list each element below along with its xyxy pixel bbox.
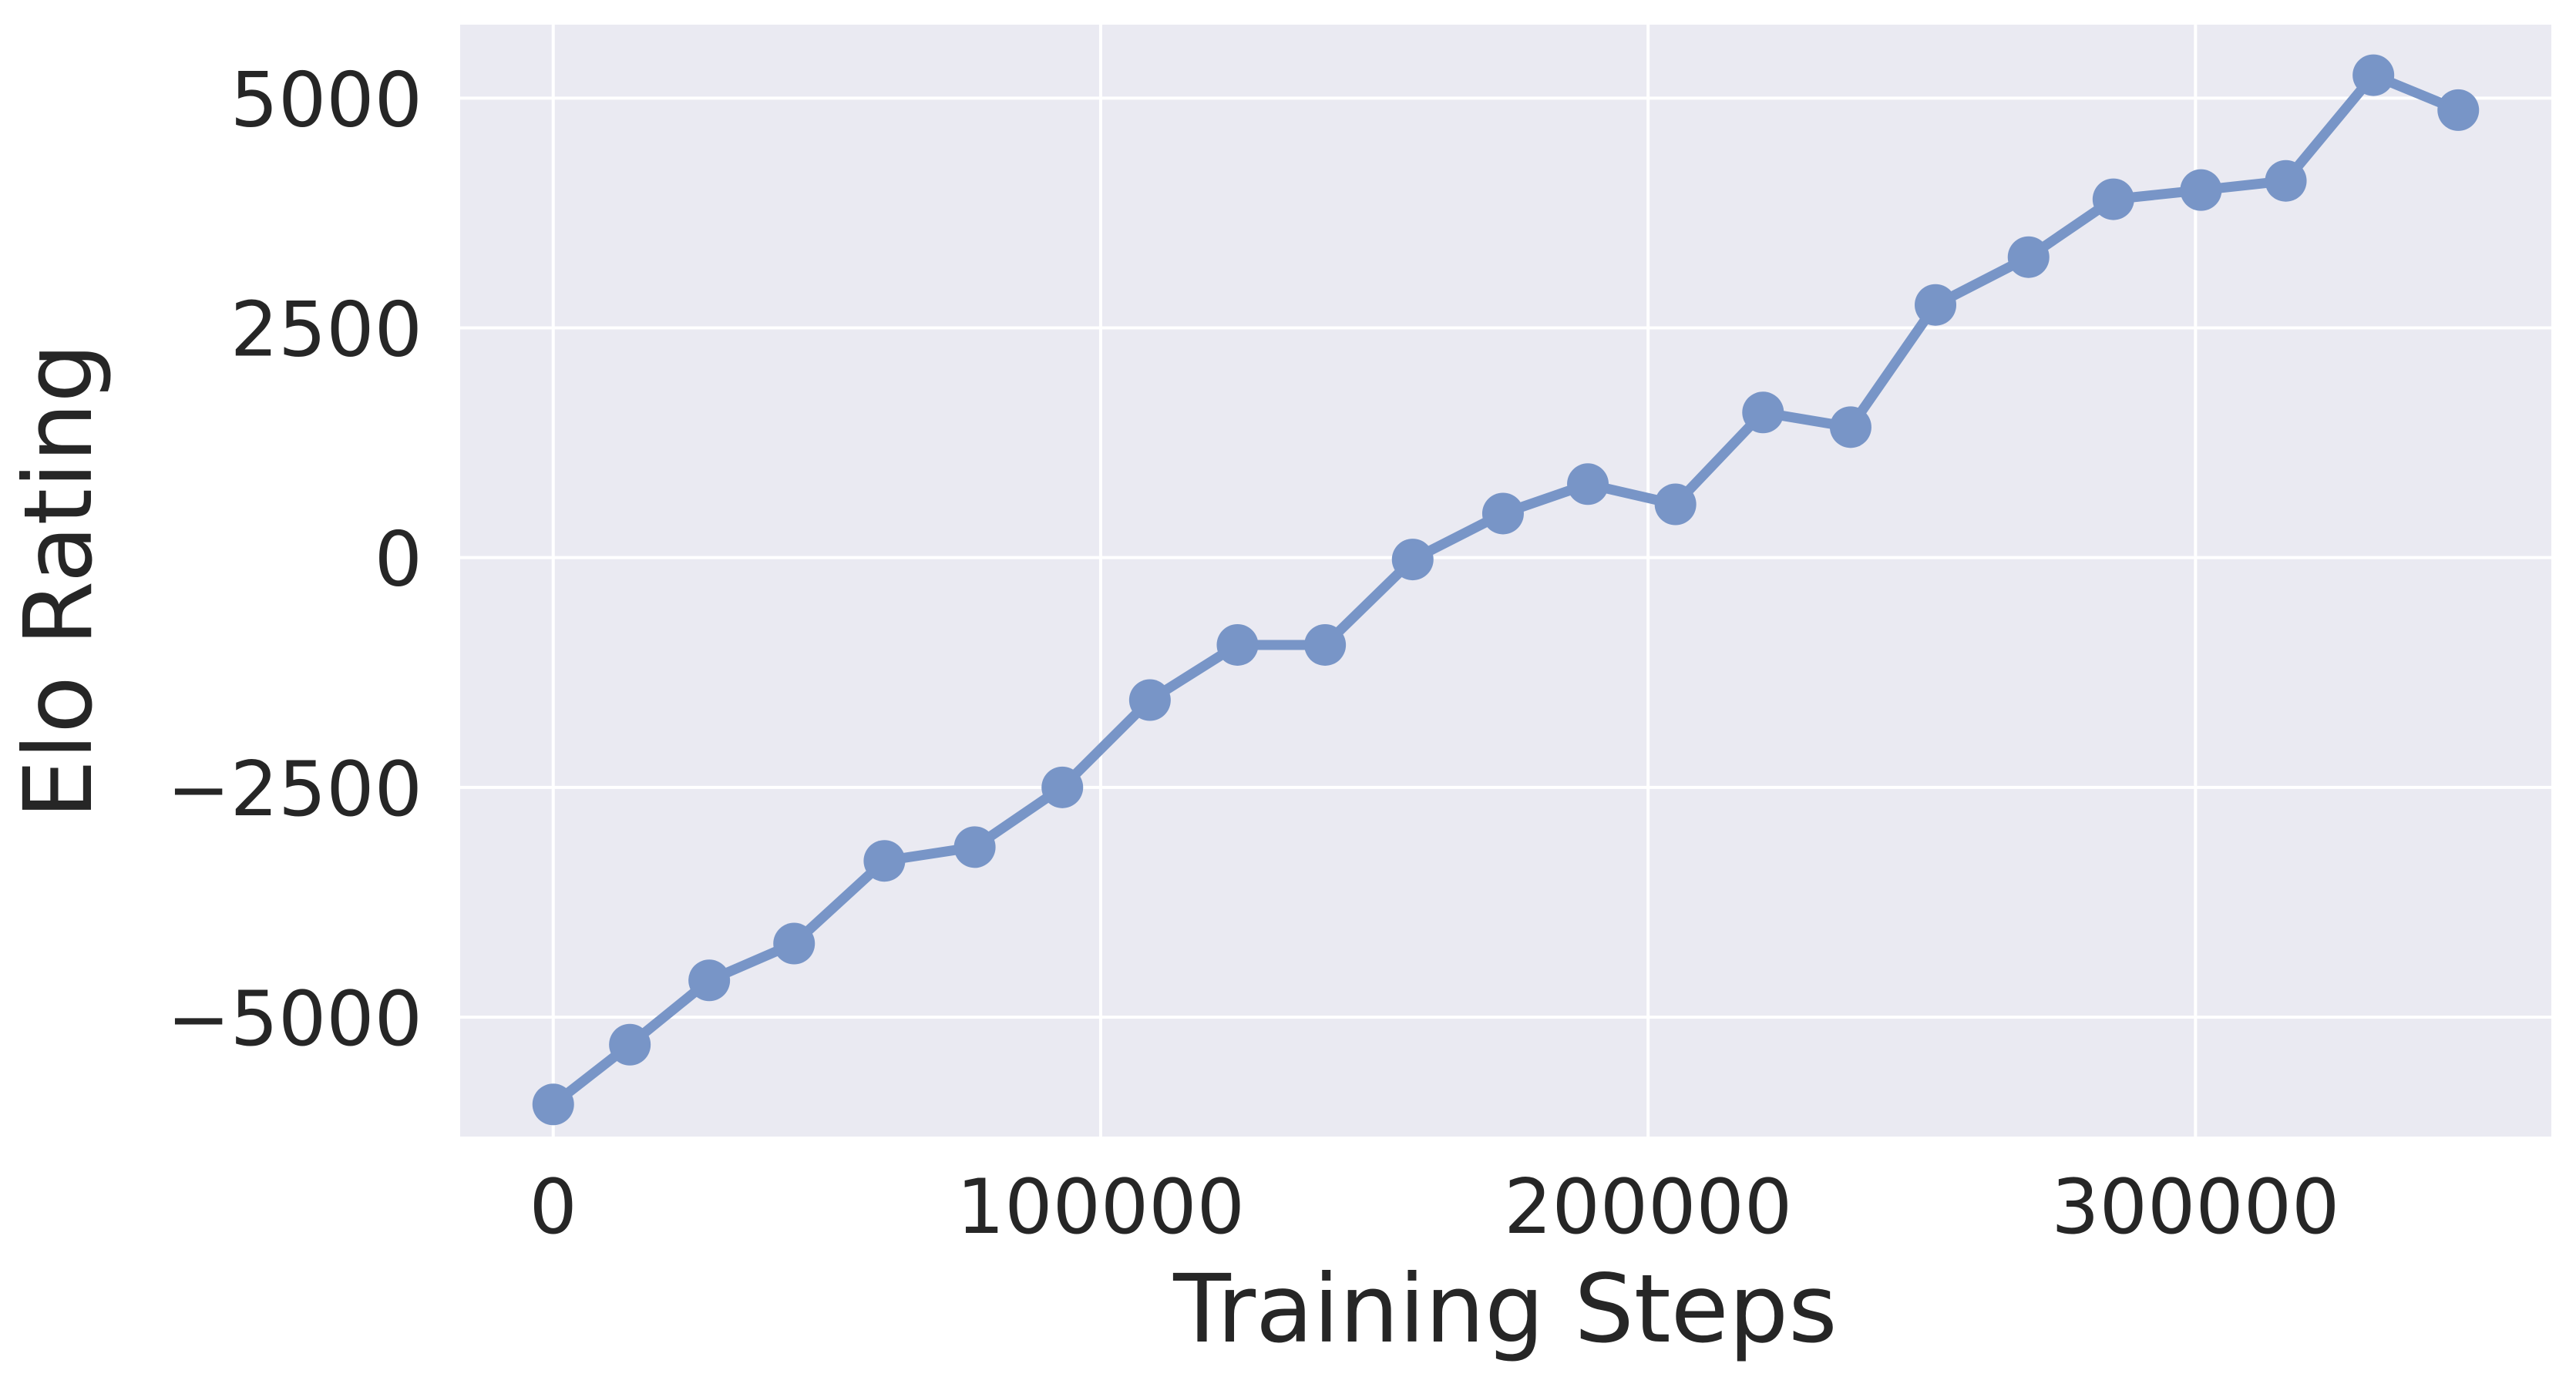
x-tick-label: 0 xyxy=(530,1164,577,1251)
grid-lines xyxy=(460,25,2551,1137)
data-point xyxy=(688,959,731,1002)
data-point xyxy=(1128,679,1171,721)
y-tick-labels: −5000 −2500 0 2500 5000 xyxy=(166,56,422,1063)
data-point xyxy=(1829,406,1871,448)
x-tick-label: 200000 xyxy=(1504,1164,1792,1251)
data-point xyxy=(2352,54,2395,96)
data-point xyxy=(609,1023,651,1066)
data-point xyxy=(2092,178,2134,220)
x-tick-label: 300000 xyxy=(2051,1164,2339,1251)
plot-background xyxy=(460,25,2551,1137)
data-point xyxy=(2007,236,2050,278)
data-point xyxy=(1742,391,1784,434)
y-tick-label: −5000 xyxy=(166,976,422,1063)
data-point xyxy=(2437,89,2480,131)
data-point xyxy=(1481,492,1524,535)
data-point xyxy=(1391,539,1434,581)
data-point xyxy=(1915,284,1957,326)
data-point xyxy=(1041,766,1084,808)
data-point xyxy=(863,840,906,882)
y-tick-label: 2500 xyxy=(230,287,422,374)
y-axis-label: Elo Rating xyxy=(4,343,113,819)
y-tick-label: 0 xyxy=(375,516,422,604)
series-layer xyxy=(532,54,2480,1126)
data-point xyxy=(2180,169,2222,211)
y-tick-label: 5000 xyxy=(230,56,422,144)
data-point xyxy=(1654,483,1697,526)
data-point xyxy=(1304,623,1347,666)
data-point xyxy=(953,826,996,868)
data-point xyxy=(532,1083,574,1126)
data-point xyxy=(1567,463,1609,505)
data-point xyxy=(2265,160,2307,202)
x-axis-label: Training Steps xyxy=(1172,1254,1838,1364)
data-point xyxy=(1216,623,1259,666)
x-tick-labels: 0 100000 200000 300000 xyxy=(530,1164,2340,1251)
data-point xyxy=(773,922,816,965)
x-tick-label: 100000 xyxy=(957,1164,1245,1251)
y-tick-label: −2500 xyxy=(166,746,422,834)
